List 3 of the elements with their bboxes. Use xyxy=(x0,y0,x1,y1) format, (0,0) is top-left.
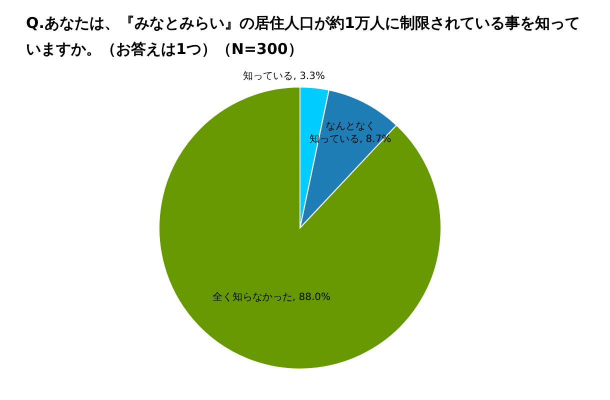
slice-label: 知っている, 3.3% xyxy=(243,70,325,82)
slice-label: 全く知らなかった, 88.0% xyxy=(212,291,331,304)
chart-title: Q.あなたは、『みなとみらい』の居住人口が約1万人に制限されている事を知っていますか。（お答えは1つ）（N=300） xyxy=(26,13,581,60)
